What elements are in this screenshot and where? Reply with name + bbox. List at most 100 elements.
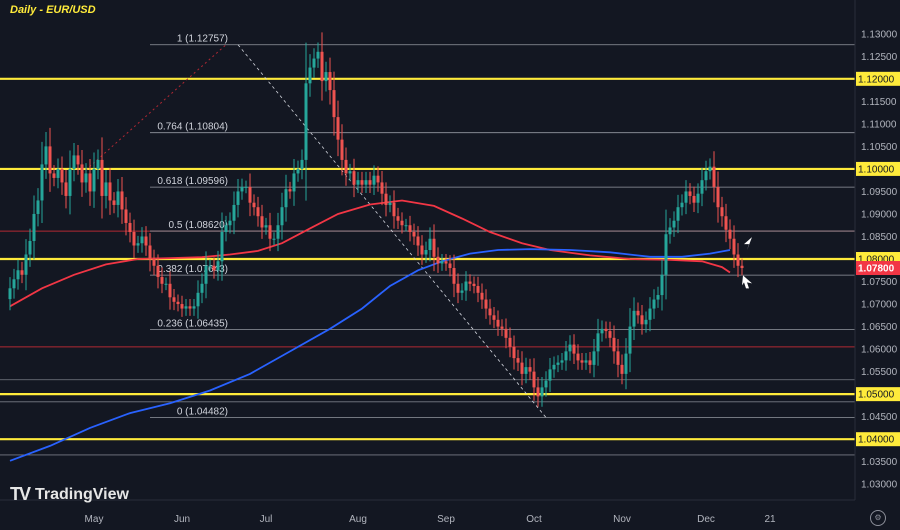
key-level-tag-label: 1.05000 bbox=[858, 390, 895, 401]
candle-body bbox=[392, 202, 396, 217]
candle-body bbox=[532, 371, 536, 388]
candle-body bbox=[332, 90, 336, 118]
candle-body bbox=[500, 326, 504, 329]
candle-body bbox=[264, 225, 268, 228]
candle-body bbox=[312, 58, 316, 68]
candle-body bbox=[276, 225, 280, 239]
candle-body bbox=[16, 270, 20, 280]
candle-body bbox=[720, 207, 724, 217]
candle-body bbox=[604, 328, 608, 332]
candle-body bbox=[716, 186, 720, 208]
candle-body bbox=[492, 315, 496, 320]
candle-body bbox=[692, 195, 696, 203]
candle-body bbox=[68, 168, 72, 196]
price-tick-label: 1.06000 bbox=[861, 345, 898, 356]
candle-body bbox=[108, 182, 112, 201]
candle-body bbox=[396, 216, 400, 221]
candle-body bbox=[580, 360, 584, 363]
candle-body bbox=[556, 362, 560, 365]
candle-body bbox=[496, 319, 500, 327]
key-level-tag-label: 1.12000 bbox=[858, 74, 895, 85]
candle-body bbox=[560, 360, 564, 363]
candle-body bbox=[408, 225, 412, 232]
candle-body bbox=[728, 229, 732, 239]
candle-body bbox=[92, 168, 96, 192]
time-tick-label: Aug bbox=[349, 514, 367, 525]
candle-body bbox=[432, 238, 436, 257]
candle-body bbox=[704, 171, 708, 181]
candle-body bbox=[120, 191, 124, 210]
candle-body bbox=[152, 259, 156, 266]
candle-body bbox=[636, 310, 640, 316]
candle-body bbox=[324, 72, 328, 82]
candle-body bbox=[24, 254, 28, 275]
fib-level-label: 0.382 (1.07643) bbox=[157, 264, 228, 275]
candle-body bbox=[600, 328, 604, 334]
key-level-tag bbox=[856, 432, 900, 447]
candle-body bbox=[180, 304, 184, 309]
fib-level-label: 1 (1.12757) bbox=[177, 34, 228, 45]
candle-body bbox=[8, 288, 12, 300]
candle-body bbox=[32, 213, 36, 241]
candle-body bbox=[300, 159, 304, 169]
time-tick-label: Jun bbox=[174, 514, 190, 525]
candle-body bbox=[248, 186, 252, 203]
candle-body bbox=[40, 164, 44, 201]
candle-body bbox=[444, 261, 448, 264]
candle-body bbox=[112, 200, 116, 205]
candle-body bbox=[156, 265, 160, 278]
candle-body bbox=[648, 308, 652, 320]
candle-body bbox=[428, 238, 432, 250]
candle-body bbox=[400, 220, 404, 226]
settings-gear-icon[interactable]: ⚙ bbox=[870, 510, 886, 526]
candle-body bbox=[544, 380, 548, 388]
candle-body bbox=[488, 308, 492, 316]
candle-body bbox=[424, 250, 428, 255]
candle-body bbox=[56, 168, 60, 178]
key-level-tag bbox=[856, 161, 900, 176]
candle-body bbox=[340, 139, 344, 160]
candle-body bbox=[420, 245, 424, 255]
candle-body bbox=[656, 295, 660, 300]
time-tick-label: Jul bbox=[260, 514, 273, 525]
tradingview-logo[interactable]: TV TradingView bbox=[10, 484, 129, 505]
candle-body bbox=[160, 277, 164, 284]
candle-body bbox=[644, 319, 648, 325]
candle-body bbox=[668, 227, 672, 235]
candle-body bbox=[116, 191, 120, 205]
price-tick-label: 1.07000 bbox=[861, 300, 898, 311]
fib-level-label: 0.236 (1.06435) bbox=[157, 319, 228, 330]
candle-body bbox=[528, 367, 532, 372]
candle-body bbox=[356, 180, 360, 185]
candle-body bbox=[36, 200, 40, 214]
fib-level-label: 0 (1.04482) bbox=[177, 406, 228, 417]
candle-body bbox=[228, 220, 232, 226]
candle-body bbox=[84, 173, 88, 183]
candle-body bbox=[232, 204, 236, 221]
time-axis[interactable]: May Jun Jul Aug Sep Oct Nov Dec 21 bbox=[0, 499, 855, 525]
candle-body bbox=[404, 225, 408, 227]
candle-body bbox=[612, 337, 616, 352]
candle-body bbox=[476, 286, 480, 293]
candle-body bbox=[588, 360, 592, 365]
candle-body bbox=[456, 283, 460, 293]
candle-body bbox=[680, 202, 684, 208]
candle-body bbox=[624, 353, 628, 374]
candle-body bbox=[176, 301, 180, 305]
price-tick-label: 1.09000 bbox=[861, 209, 898, 220]
candle-body bbox=[316, 51, 320, 59]
candle-body bbox=[44, 146, 48, 165]
candle-body bbox=[732, 238, 736, 255]
price-axis[interactable]: 1.03000 1.03500 1.04000 1.04500 1.05000 1.055… bbox=[854, 0, 900, 500]
candle-body bbox=[268, 225, 272, 239]
moving-averages bbox=[9, 199, 731, 462]
candle-body bbox=[376, 175, 380, 183]
candle-body bbox=[224, 225, 228, 232]
candle-body bbox=[100, 159, 104, 196]
candle-body bbox=[172, 297, 176, 302]
fib-level-label: 0.618 (1.09596) bbox=[157, 176, 228, 187]
key-level-tag bbox=[856, 387, 900, 402]
candle-body bbox=[72, 155, 76, 169]
price-tick-label: 1.11500 bbox=[861, 97, 897, 108]
